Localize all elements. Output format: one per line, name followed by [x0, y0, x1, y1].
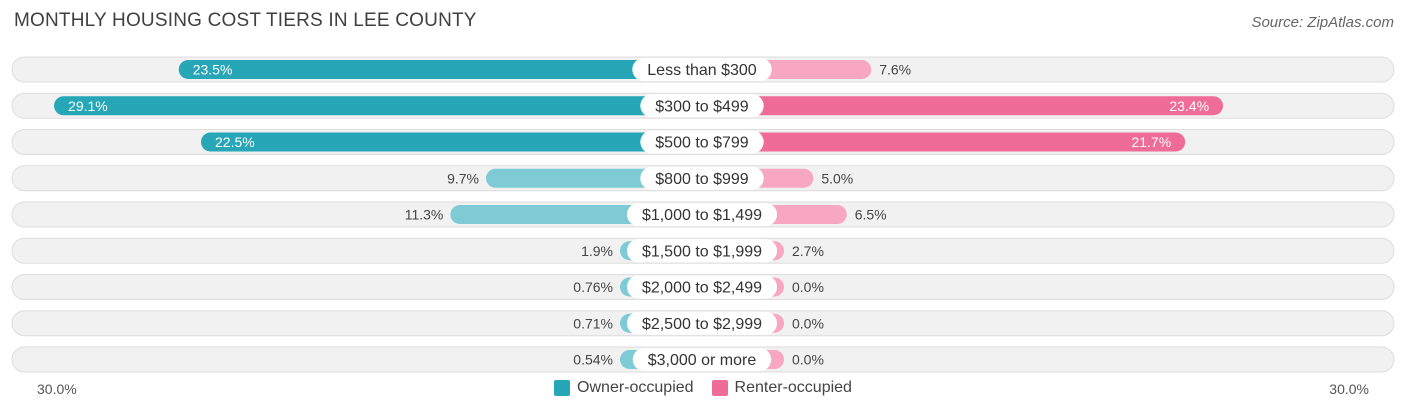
- category-pill: [626, 311, 778, 335]
- category-label: $2,000 to $2,499: [642, 280, 762, 297]
- category-pill: [640, 94, 764, 118]
- category-pill: [632, 58, 772, 81]
- value-label-renter: 2.7%: [792, 243, 824, 259]
- value-label-owner: 9.7%: [447, 170, 479, 186]
- category-label: $500 to $799: [655, 135, 749, 152]
- category-label: $1,500 to $1,999: [642, 243, 762, 260]
- category-pill: [626, 203, 778, 226]
- legend-item-owner: Owner-occupied: [554, 379, 694, 397]
- category-label: $2,500 to $2,999: [642, 316, 762, 333]
- source-note: Source: ZipAtlas.com: [1251, 14, 1394, 31]
- category-label: $3,000 or more: [648, 352, 757, 369]
- value-label-owner: 23.5%: [193, 62, 233, 78]
- value-label-renter: 0.0%: [792, 352, 824, 368]
- value-label-owner: 29.1%: [68, 98, 108, 114]
- bar-renter: [702, 132, 1186, 152]
- value-label-renter: 0.0%: [792, 315, 824, 331]
- legend-label-owner: Owner-occupied: [577, 379, 694, 396]
- value-label-renter: 23.4%: [1169, 98, 1209, 114]
- value-label-owner: 22.5%: [215, 134, 255, 150]
- value-label-owner: 0.71%: [573, 315, 613, 331]
- value-label-renter: 21.7%: [1131, 134, 1171, 150]
- category-pill: [640, 130, 764, 154]
- value-label-renter: 0.0%: [792, 279, 824, 295]
- legend-swatch-renter: [711, 380, 728, 396]
- value-label-renter: 6.5%: [855, 207, 887, 223]
- category-pill: [626, 239, 778, 263]
- value-label-owner: 1.9%: [581, 243, 613, 259]
- category-label: $300 to $499: [655, 98, 749, 115]
- bar-owner: [54, 96, 703, 116]
- category-label: Less than $300: [647, 62, 757, 79]
- legend-label-renter: Renter-occupied: [734, 379, 852, 396]
- value-label-owner: 0.76%: [573, 279, 613, 295]
- value-label-owner: 0.54%: [573, 352, 613, 368]
- legend-swatch-owner: [554, 380, 571, 396]
- bar-renter: [702, 96, 1224, 116]
- category-pill: [626, 275, 778, 299]
- value-label-renter: 5.0%: [821, 170, 853, 186]
- chart-title: MONTHLY HOUSING COST TIERS IN LEE COUNTY: [14, 10, 477, 31]
- value-label-renter: 7.6%: [879, 62, 911, 78]
- bar-owner: [201, 132, 702, 152]
- category-label: $1,000 to $1,499: [642, 207, 762, 224]
- axis-right-label: 30.0%: [1329, 381, 1369, 397]
- bar-owner: [178, 60, 702, 79]
- category-pill: [632, 348, 772, 371]
- axis-left-label: 30.0%: [37, 381, 77, 397]
- category-pill: [640, 166, 764, 190]
- category-label: $800 to $999: [655, 171, 749, 188]
- legend: Owner-occupied Renter-occupied: [0, 379, 1406, 397]
- value-label-owner: 11.3%: [405, 207, 444, 223]
- legend-item-renter: Renter-occupied: [711, 379, 852, 397]
